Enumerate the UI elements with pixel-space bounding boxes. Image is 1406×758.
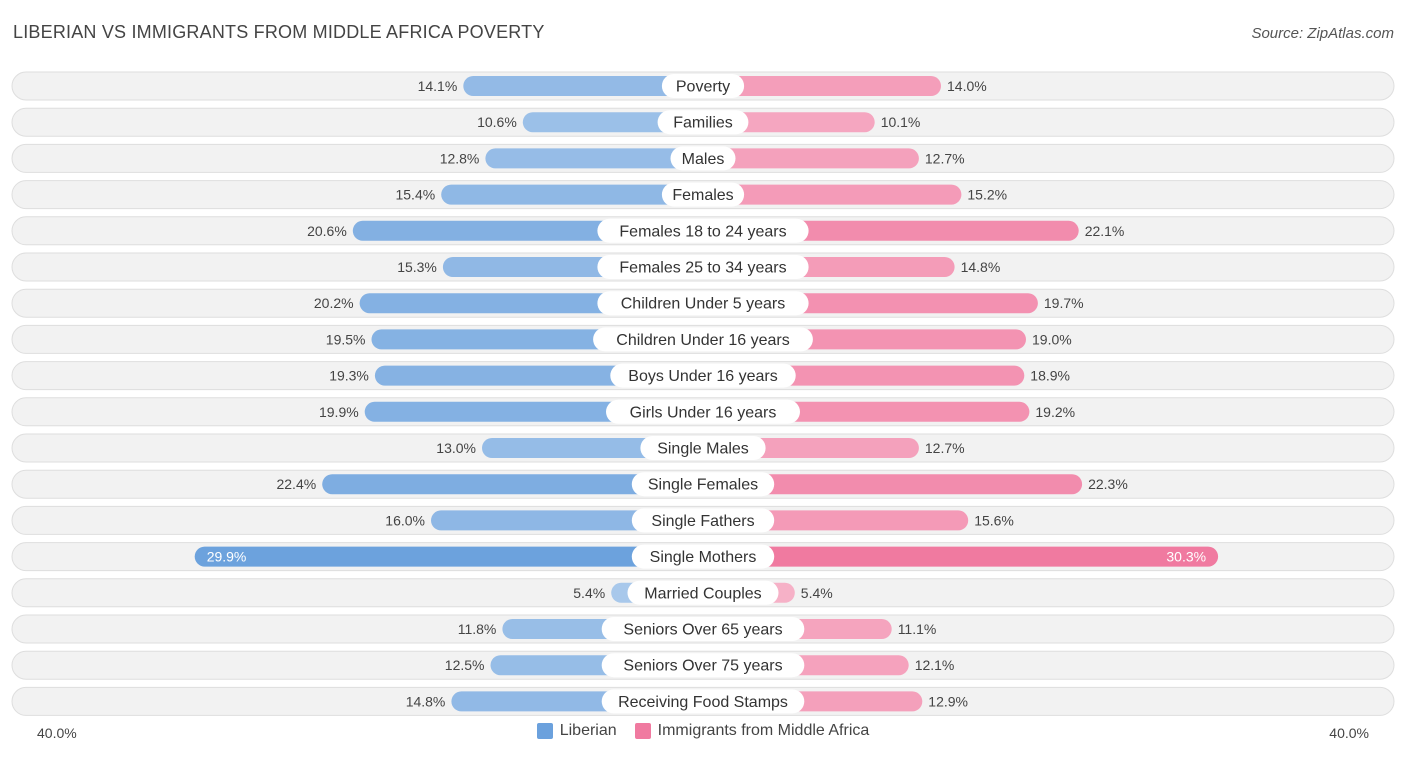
value-label-liberian: 10.6% [477,114,517,130]
category-label: Receiving Food Stamps [618,694,788,711]
category-pill [601,653,805,678]
value-label-liberian: 29.9% [207,549,247,565]
category-pill [597,255,809,279]
value-label-immigrants: 22.3% [1088,476,1128,492]
value-label-liberian: 19.9% [319,404,359,420]
category-label: Seniors Over 65 years [623,622,782,639]
value-label-liberian: 15.4% [395,187,435,203]
value-label-liberian: 16.0% [385,512,425,528]
category-label: Females [672,187,733,204]
category-label: Children Under 5 years [621,296,786,313]
value-label-immigrants: 19.2% [1035,404,1075,420]
value-label-immigrants: 12.7% [925,440,965,456]
category-pill [631,508,775,533]
category-label: Children Under 16 years [616,332,789,349]
value-label-liberian: 5.4% [573,585,605,601]
bar-liberian [463,76,703,96]
category-pill [661,74,745,98]
category-pill [606,399,800,424]
value-label-liberian: 13.0% [436,440,476,456]
value-label-immigrants: 19.7% [1044,295,1084,311]
value-label-immigrants: 15.6% [974,512,1014,528]
value-label-immigrants: 12.9% [928,693,968,709]
value-label-immigrants: 15.2% [967,187,1007,203]
bar-liberian [485,148,703,169]
chart-title: LIBERIAN VS IMMIGRANTS FROM MIDDLE AFRIC… [13,22,545,42]
category-pill [601,617,805,641]
category-pill [631,544,775,569]
axis-left-label: 40.0% [37,725,77,741]
value-label-liberian: 22.4% [276,476,316,492]
legend-label-immigrants: Immigrants from Middle Africa [657,722,870,739]
category-pill [661,182,745,207]
category-label: Families [673,115,733,132]
value-label-liberian: 20.2% [314,295,354,311]
value-label-liberian: 11.8% [458,621,497,637]
category-label: Girls Under 16 years [630,404,777,421]
value-label-liberian: 19.5% [326,331,366,347]
legend-swatch-liberian [536,723,553,739]
category-pill [640,436,766,460]
category-pill [631,472,775,497]
value-label-liberian: 12.5% [445,657,485,673]
source-label: Source: ZipAtlas.com [1251,25,1394,42]
value-label-liberian: 12.8% [440,150,480,166]
value-label-liberian: 20.6% [307,223,347,239]
category-label: Single Mothers [650,549,757,566]
bar-liberian [522,112,703,133]
value-label-immigrants: 22.1% [1085,223,1125,239]
bar-immigrants [703,148,919,169]
value-label-immigrants: 5.4% [801,585,833,601]
chart-area: 14.1% 14.0% Poverty 10.6% 10.1% Families 12.8%… [11,71,1395,716]
category-pill [593,327,813,352]
value-label-liberian: 15.3% [397,259,437,275]
legend-item-immigrants: Immigrants from Middle Africa [634,722,870,740]
category-pill [597,218,809,243]
category-pill [597,291,809,316]
bar-liberian [441,184,703,205]
value-label-immigrants: 12.1% [915,657,955,673]
category-label: Seniors Over 75 years [623,658,782,675]
value-label-immigrants: 11.1% [898,621,937,637]
category-label: Single Fathers [651,513,754,530]
bar-liberian [194,546,703,567]
legend: Liberian Immigrants from Middle Africa [0,722,1406,740]
bar-liberian [322,474,703,495]
value-label-liberian: 14.8% [406,693,446,709]
category-pill [627,580,779,605]
bar-immigrants [703,184,962,205]
value-label-liberian: 19.3% [329,368,369,384]
value-label-immigrants: 18.9% [1030,368,1070,384]
category-label: Boys Under 16 years [628,368,777,385]
category-pill [610,363,796,388]
value-label-immigrants: 14.8% [961,259,1001,275]
value-label-immigrants: 14.0% [947,78,987,94]
legend-item-liberian: Liberian [536,722,617,740]
legend-swatch-immigrants [634,723,651,739]
category-label: Single Females [648,477,758,494]
value-label-immigrants: 30.3% [1166,549,1206,565]
value-label-immigrants: 19.0% [1032,331,1072,347]
bar-immigrants [703,546,1219,567]
category-label: Single Males [657,441,749,458]
category-pill [601,689,805,714]
legend-label-liberian: Liberian [559,722,617,739]
value-label-immigrants: 10.1% [881,114,921,130]
bar-immigrants [703,474,1083,495]
value-label-immigrants: 12.7% [925,150,965,166]
category-label: Males [682,151,725,168]
category-label: Females 18 to 24 years [619,223,786,240]
value-label-liberian: 14.1% [418,78,458,94]
category-pill [657,110,749,135]
category-label: Married Couples [644,585,761,602]
category-pill [670,146,736,171]
category-label: Females 25 to 34 years [619,260,786,277]
axis-right-label: 40.0% [1329,725,1369,741]
bar-immigrants [703,76,941,96]
category-label: Poverty [676,79,730,96]
